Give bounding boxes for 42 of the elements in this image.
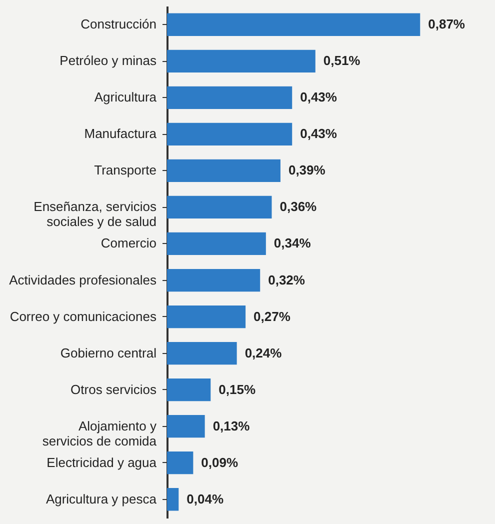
y-tick-label: Gobierno central [60,345,157,360]
y-tick-label: Manufactura [84,126,158,142]
y-tick-label: Actividades profesionales [9,272,157,288]
bar [167,86,292,109]
y-tick-label: Agricultura y pesca [46,491,158,506]
y-tick-label: Alojamiento y servicios de comida [42,418,158,448]
bar [167,305,246,328]
bar [167,342,237,365]
y-tick-label: Petróleo y minas [60,53,157,68]
data-label: 0,34% [274,236,312,251]
data-label: 0,32% [268,272,306,288]
bar [167,232,266,256]
bar [167,415,205,438]
data-label: 0,39% [288,162,326,178]
y-tick-label: Enseñanza, servicios sociales y de salud [34,199,157,230]
data-label: 0,15% [218,382,256,397]
y-tick-label: Electricidad y agua [46,454,158,470]
bar [167,196,272,219]
data-label: 0,51% [323,53,361,68]
bar [167,268,260,292]
y-tick-label: Agricultura [94,90,158,105]
y-tick-label: Comercio [100,236,156,251]
data-label: 0,43% [300,90,338,105]
bar [167,13,420,36]
bar [167,488,179,511]
bar [167,50,316,72]
bar [167,122,292,146]
data-label: 0,09% [201,454,238,470]
bar [167,159,280,182]
data-label: 0,13% [212,418,250,434]
y-tick-label: Correo y comunicaciones [10,308,157,324]
data-label: 0,43% [300,126,338,142]
bar [167,452,194,474]
y-tick-label: Transporte [94,162,156,178]
y-tick-label: Otros servicios [70,382,157,397]
data-label: 0,27% [254,308,291,324]
y-tick-label: Construcción [80,16,156,32]
data-label: 0,24% [244,345,282,360]
data-label: 0,87% [428,16,466,32]
data-label: 0,04% [186,491,224,506]
bar [167,378,211,402]
data-label: 0,36% [280,199,318,214]
